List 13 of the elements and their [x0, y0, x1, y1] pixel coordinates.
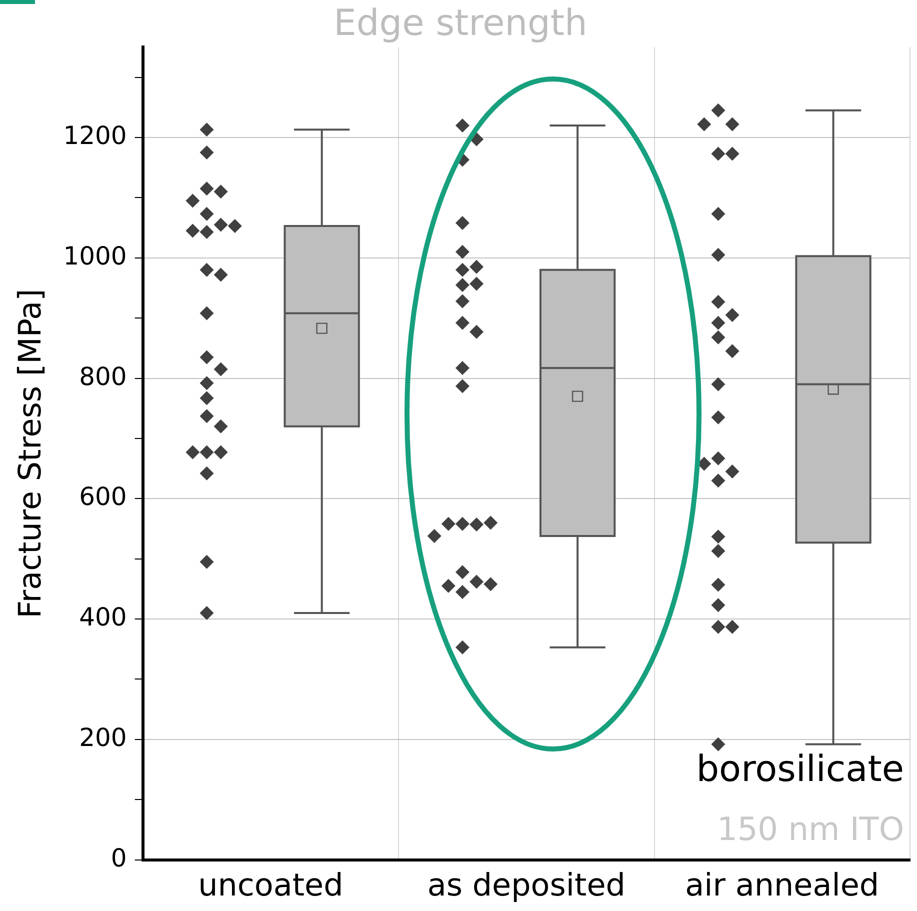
annotation: borosilicate	[696, 749, 904, 790]
y-tick-label: 200	[79, 722, 127, 752]
chart-title: Edge strength	[334, 2, 588, 44]
x-tick-label: as deposited	[427, 867, 626, 904]
y-tick-label: 0	[110, 843, 127, 872]
x-tick-label: uncoated	[198, 867, 344, 904]
y-tick-label: 1000	[63, 241, 127, 270]
y-axis-title: Fracture Stress [MPa]	[12, 288, 49, 618]
y-tick-label: 1200	[63, 120, 127, 150]
y-tick-label: 400	[79, 602, 127, 632]
x-tick-label: air annealed	[685, 867, 880, 904]
y-tick-label: 800	[79, 362, 127, 391]
y-tick-label: 600	[79, 482, 127, 512]
